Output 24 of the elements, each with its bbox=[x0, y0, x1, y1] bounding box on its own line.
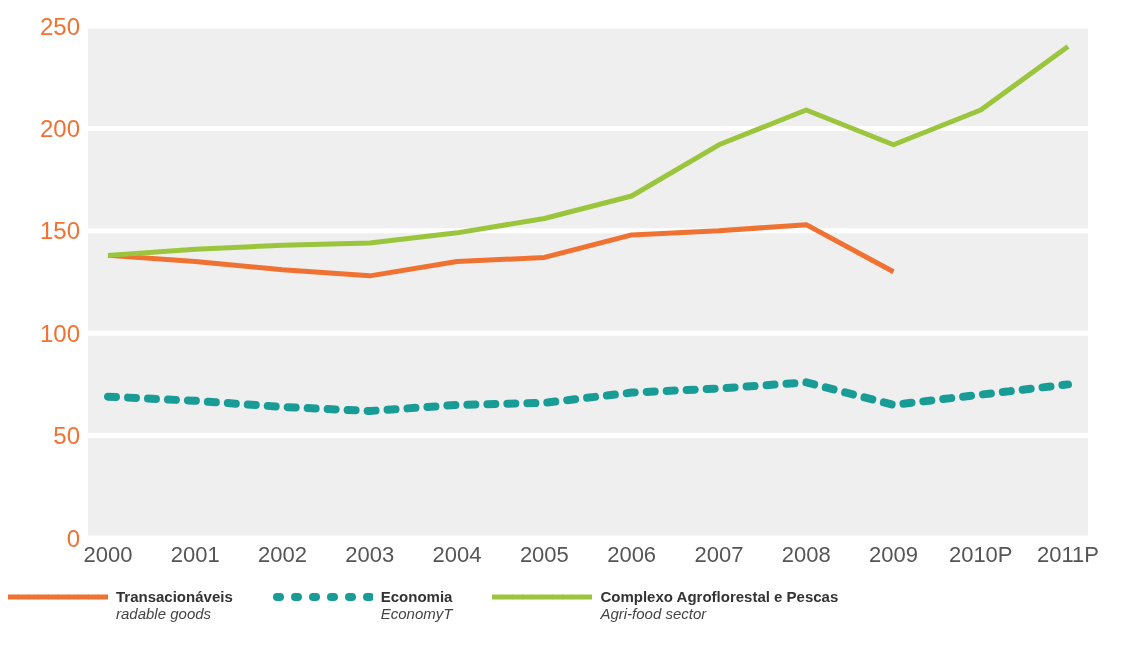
y-tick-label: 100 bbox=[39, 319, 80, 347]
x-tick-label: 2009 bbox=[868, 541, 918, 567]
text: EconomyT bbox=[380, 605, 453, 622]
x-tick-label: 2008 bbox=[781, 541, 831, 567]
x-tick-label: 2006 bbox=[607, 541, 657, 567]
text: radable goods bbox=[116, 605, 213, 622]
y-tick-label: 250 bbox=[39, 12, 80, 40]
text: Agri-food sector bbox=[600, 605, 708, 622]
y-tick-label: 200 bbox=[39, 114, 80, 142]
x-tick-label: 2002 bbox=[258, 541, 308, 567]
x-tick-label: 2001 bbox=[170, 541, 220, 567]
x-tick-label: 2004 bbox=[432, 541, 482, 567]
x-tick-label: 2010P bbox=[948, 541, 1013, 567]
y-tick-label: 50 bbox=[53, 422, 80, 450]
y-tick-label: 150 bbox=[39, 217, 80, 245]
x-tick-label: 2000 bbox=[83, 541, 133, 567]
legend-label: Transacionáveis bbox=[116, 588, 233, 605]
x-tick-label: 2005 bbox=[519, 541, 569, 567]
x-tick-label: 2007 bbox=[694, 541, 744, 567]
legend-label: Complexo Agroflorestal e Pescas bbox=[600, 588, 839, 605]
y-tick-label: 0 bbox=[66, 524, 80, 552]
x-tick-label: 2003 bbox=[345, 541, 395, 567]
legend-label: Economia bbox=[380, 588, 453, 605]
x-tick-label: 2011P bbox=[1037, 541, 1099, 567]
